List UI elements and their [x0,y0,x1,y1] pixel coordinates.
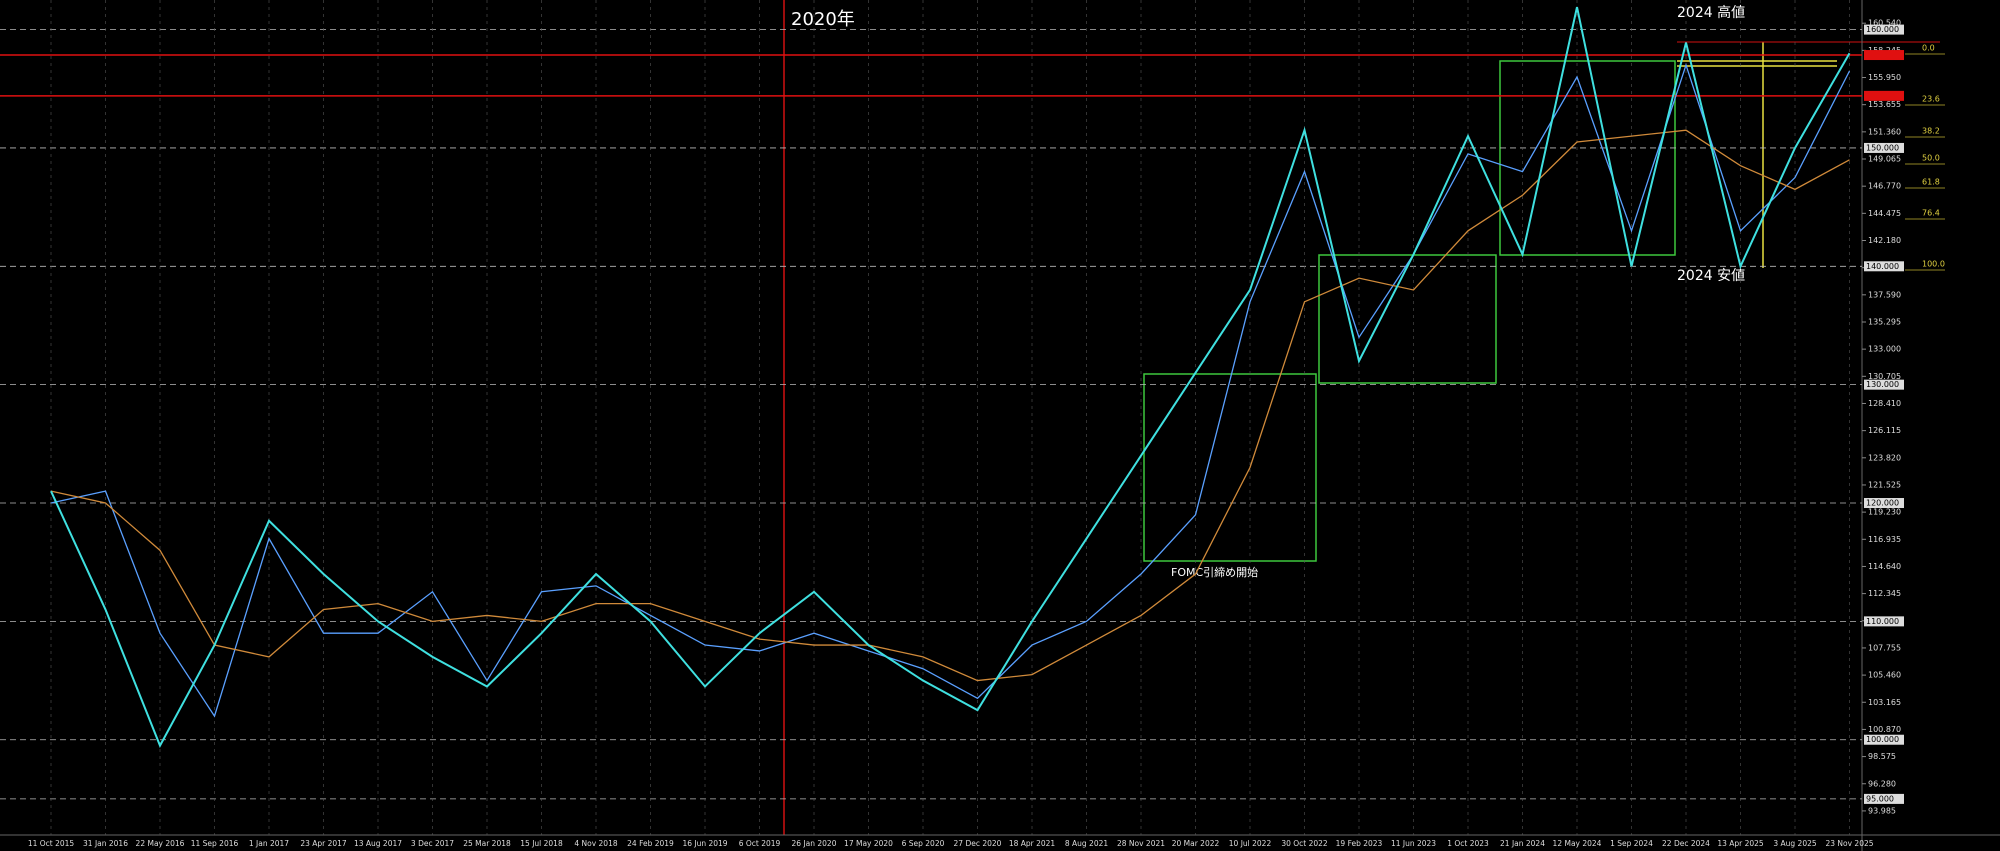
y-tick-label: 112.345 [1868,589,1901,598]
annotation: 2024 安値 [1677,268,1745,284]
x-tick-label: 25 Mar 2018 [463,839,511,848]
level-label: 100.000 [1866,735,1899,744]
y-tick-label: 137.590 [1868,290,1901,299]
y-tick-label: 149.065 [1868,155,1901,164]
y-tick-label: 126.115 [1868,426,1901,435]
y-tick-label: 105.460 [1868,671,1901,680]
x-tick-label: 6 Sep 2020 [902,839,945,848]
x-tick-label: 13 Aug 2017 [354,839,402,848]
y-tick-label: 153.655 [1868,100,1901,109]
x-tick-label: 3 Dec 2017 [411,839,454,848]
red-level-box [1864,50,1904,61]
red-level-box [1864,90,1904,101]
y-tick-label: 98.575 [1868,752,1896,761]
range-box [1499,60,1676,256]
level-label: 130.000 [1866,380,1899,389]
x-tick-label: 11 Sep 2016 [191,839,239,848]
annotation: 2024 高値 [1677,4,1745,21]
series-line [50,6,1851,748]
y-tick-label: 146.770 [1868,182,1901,191]
y-tick-label: 123.820 [1868,453,1901,462]
y-tick-label: 121.525 [1868,480,1901,489]
level-label: 120.000 [1866,499,1899,508]
y-tick-label: 103.165 [1868,698,1901,707]
level-label-box [1864,142,1904,153]
fib-label: 61.8 [1922,178,1940,187]
y-tick-label: 160.540 [1868,19,1901,28]
y-tick-label: 107.755 [1868,643,1901,652]
x-tick-label: 11 Jun 2023 [1391,839,1436,848]
x-tick-label: 8 Aug 2021 [1065,839,1108,848]
fib-label: 0.0 [1922,44,1935,53]
series-line [50,63,1851,718]
level-label-box [1864,734,1904,745]
x-tick-label: 1 Jan 2017 [249,839,289,848]
level-label-box [1864,379,1904,390]
y-tick-label: 142.180 [1868,236,1901,245]
y-tick-label: 130.705 [1868,372,1901,381]
fib-label: 50.0 [1922,154,1940,163]
fib-label: 76.4 [1922,209,1940,218]
x-tick-label: 24 Feb 2019 [627,839,674,848]
x-tick-label: 31 Jan 2016 [83,839,128,848]
range-box [1143,373,1317,562]
yellow-lines [1677,42,1837,268]
level-label: 95.000 [1866,794,1894,803]
x-tick-label: 22 May 2016 [136,839,185,848]
x-tick-label: 17 May 2020 [844,839,893,848]
y-tick-label: 116.935 [1868,535,1901,544]
y-tick-label: 100.870 [1868,725,1901,734]
x-tick-label: 27 Dec 2020 [954,839,1002,848]
y-tick-label: 93.985 [1868,806,1896,815]
level-label-box [1864,793,1904,804]
x-tick-label: 23 Apr 2017 [300,839,347,848]
x-tick-label: 26 Jan 2020 [792,839,837,848]
level-label: 150.000 [1866,143,1899,152]
fib-label: 38.2 [1922,127,1940,136]
fib-label: 100.0 [1922,260,1945,269]
x-tick-label: 22 Dec 2024 [1662,839,1710,848]
x-tick-label: 1 Oct 2023 [1447,839,1489,848]
level-label-box [1864,24,1904,35]
x-tick-label: 30 Oct 2022 [1281,839,1328,848]
x-tick-label: 4 Nov 2018 [574,839,617,848]
x-tick-label: 13 Apr 2025 [1717,839,1764,848]
level-label: 160.000 [1866,25,1899,34]
level-label-box [1864,261,1904,272]
y-tick-label: 151.360 [1868,127,1901,136]
boxes [1143,60,1676,562]
x-tick-label: 10 Jul 2022 [1229,839,1272,848]
y-tick-label: 133.000 [1868,345,1901,354]
level-label: 140.000 [1866,262,1899,271]
y-tick-label: 114.640 [1868,562,1901,571]
level-label-box [1864,498,1904,509]
series-line [50,129,1850,682]
range-box [1318,254,1497,384]
x-tick-label: 28 Nov 2021 [1117,839,1165,848]
y-tick-label: 144.475 [1868,209,1901,218]
annotation: FOMC引締め開始 [1171,565,1258,579]
x-tick-label: 6 Oct 2019 [739,839,781,848]
x-tick-label: 12 May 2024 [1553,839,1602,848]
x-tick-label: 16 Jun 2019 [682,839,727,848]
x-tick-label: 23 Nov 2025 [1825,839,1873,848]
level-label: 110.000 [1866,617,1899,626]
annotation: 2020年 [791,9,855,30]
x-tick-label: 11 Oct 2015 [28,839,75,848]
x-tick-label: 1 Sep 2024 [1610,839,1653,848]
level-label-box [1864,616,1904,627]
x-tick-label: 3 Aug 2025 [1773,839,1816,848]
y-tick-label: 128.410 [1868,399,1901,408]
x-tick-label: 19 Feb 2023 [1336,839,1383,848]
y-tick-label: 96.280 [1868,779,1896,788]
y-tick-label: 135.295 [1868,317,1901,326]
fib-label: 23.6 [1922,95,1940,104]
x-tick-label: 20 Mar 2022 [1172,839,1220,848]
x-tick-label: 15 Jul 2018 [520,839,563,848]
x-tick-label: 21 Jan 2024 [1500,839,1545,848]
y-tick-label: 155.950 [1868,73,1901,82]
x-tick-label: 18 Apr 2021 [1009,839,1056,848]
y-tick-label: 119.230 [1868,508,1901,517]
